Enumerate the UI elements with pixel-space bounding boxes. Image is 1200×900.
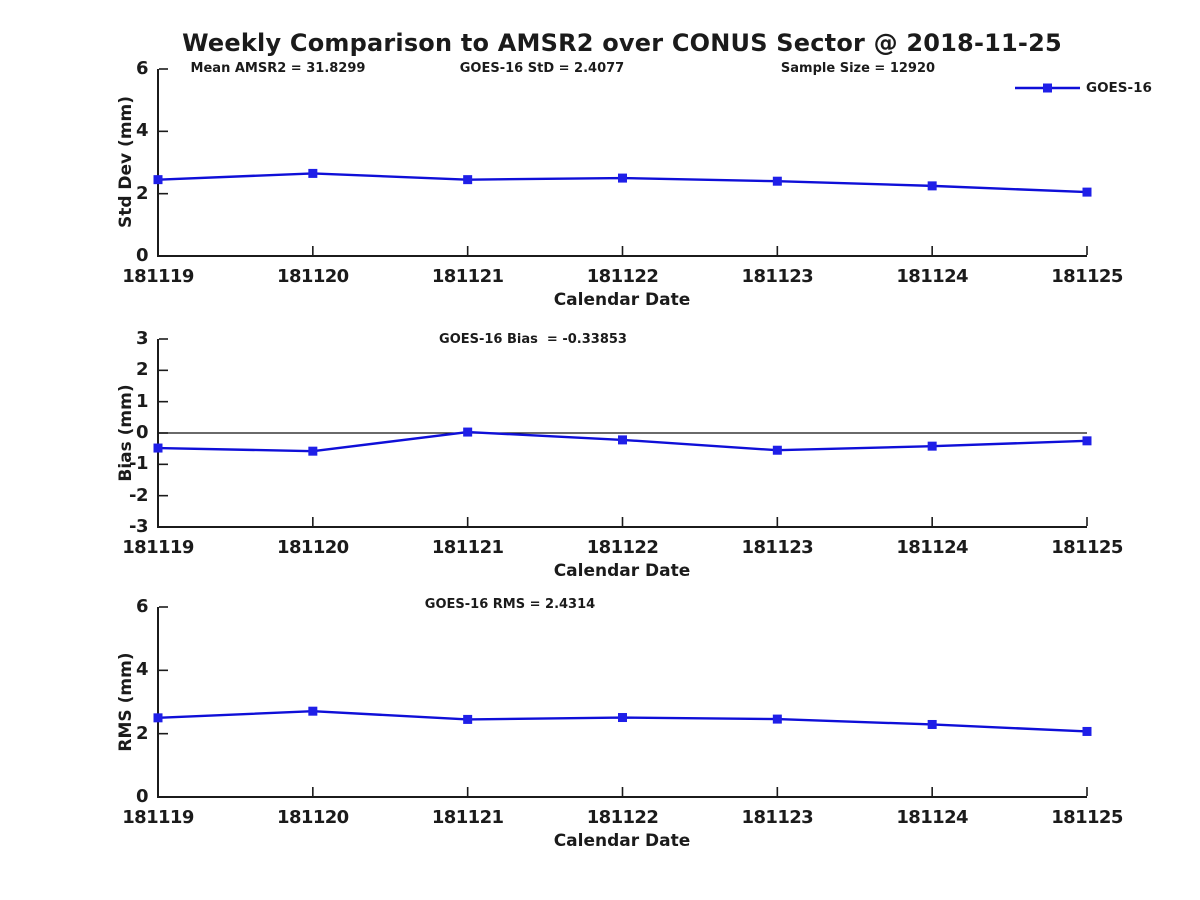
x-tick-label: 181125: [1051, 537, 1123, 558]
y-tick-label: 6: [135, 596, 149, 617]
y-tick-label: 3: [135, 328, 149, 349]
data-point-marker: [772, 176, 782, 186]
figure-title: Weekly Comparison to AMSR2 over CONUS Se…: [182, 29, 1062, 57]
legend-marker-sample: [1043, 83, 1052, 93]
data-point-marker: [153, 713, 163, 723]
x-tick-label: 181122: [586, 537, 659, 558]
x-axis-label-3: Calendar Date: [553, 831, 691, 851]
data-point-marker: [618, 713, 627, 723]
x-axis-label-1: Calendar Date: [553, 290, 691, 310]
x-tick-label: 181123: [741, 807, 814, 828]
y-tick-label: 0: [135, 422, 149, 443]
y-tick-label: 2: [135, 359, 149, 381]
x-tick-label: 181120: [277, 807, 349, 828]
y-axis-label-rms: RMS (mm): [116, 652, 136, 752]
axis-spines: [157, 339, 1087, 528]
y-tick-label: 6: [135, 58, 149, 79]
x-tick-label: 181119: [122, 537, 194, 558]
y-tick-label: 2: [135, 182, 149, 204]
x-tick-label: 181125: [1051, 266, 1123, 287]
data-point-marker: [463, 714, 473, 724]
data-point-marker: [927, 181, 937, 191]
data-point-marker: [927, 719, 937, 729]
data-point-marker: [1082, 187, 1092, 197]
x-tick-label: 181122: [586, 807, 659, 828]
y-tick-label: 4: [135, 659, 149, 681]
y-tick-label: 4: [135, 120, 149, 142]
annotation-goes16-bias: GOES-16 Bias = -0.33853: [439, 332, 627, 347]
y-axis-label-stddev: Std Dev (mm): [116, 95, 136, 229]
x-tick-label: 181125: [1051, 807, 1123, 828]
data-point-marker: [308, 706, 318, 716]
annotation-goes16-rms: GOES-16 RMS = 2.4314: [424, 597, 596, 612]
y-tick-label: 2: [135, 722, 149, 744]
data-point-marker: [1082, 726, 1092, 736]
y-tick-label: 0: [135, 786, 149, 807]
data-point-marker: [463, 175, 473, 185]
data-point-marker: [772, 445, 782, 455]
data-point-marker: [1082, 436, 1092, 446]
x-tick-label: 181124: [896, 266, 968, 287]
x-tick-label: 181120: [277, 537, 349, 558]
data-point-marker: [153, 443, 163, 453]
data-point-marker: [308, 168, 318, 178]
axis-spines: [157, 607, 1087, 798]
x-tick-label: 181121: [431, 266, 504, 287]
y-tick-label: -1: [129, 453, 149, 475]
data-point-marker: [618, 435, 627, 445]
y-tick-label: 0: [135, 245, 149, 266]
annotation-mean-amsr2: Mean AMSR2 = 31.8299: [190, 61, 366, 76]
data-point-marker: [618, 173, 627, 183]
x-axis-label-2: Calendar Date: [553, 561, 691, 581]
x-tick-label: 181123: [741, 537, 814, 558]
x-tick-label: 181123: [741, 266, 814, 287]
data-point-marker: [772, 714, 782, 724]
data-point-marker: [463, 427, 473, 437]
annotation-goes16-std: GOES-16 StD = 2.4077: [459, 61, 625, 76]
x-tick-label: 181121: [431, 537, 504, 558]
x-tick-label: 181124: [896, 537, 968, 558]
y-tick-label: -2: [129, 484, 149, 506]
y-tick-label: -3: [129, 516, 149, 537]
axis-spines: [157, 69, 1087, 257]
x-tick-label: 181124: [896, 807, 968, 828]
x-tick-label: 181122: [586, 266, 659, 287]
y-tick-label: 1: [135, 390, 149, 412]
data-point-marker: [308, 446, 318, 456]
data-point-marker: [927, 441, 937, 451]
x-tick-label: 181119: [122, 807, 194, 828]
x-tick-label: 181121: [431, 807, 504, 828]
data-point-marker: [153, 175, 163, 185]
legend-label: GOES-16: [1086, 80, 1152, 96]
x-tick-label: 181119: [122, 266, 194, 287]
annotation-sample-size: Sample Size = 12920: [780, 61, 936, 76]
x-tick-label: 181120: [277, 266, 349, 287]
